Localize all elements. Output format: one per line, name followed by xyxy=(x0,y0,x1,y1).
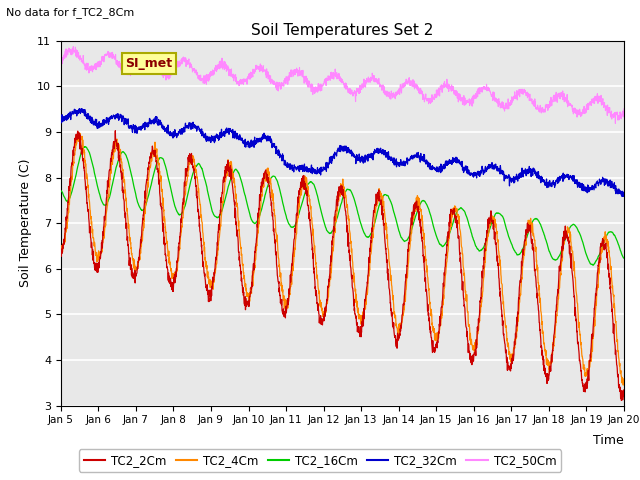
Y-axis label: Soil Temperature (C): Soil Temperature (C) xyxy=(19,159,31,288)
Text: SI_met: SI_met xyxy=(125,57,173,70)
Text: No data for f_TC2_8Cm: No data for f_TC2_8Cm xyxy=(6,7,134,18)
Legend: TC2_2Cm, TC2_4Cm, TC2_16Cm, TC2_32Cm, TC2_50Cm: TC2_2Cm, TC2_4Cm, TC2_16Cm, TC2_32Cm, TC… xyxy=(79,449,561,472)
Title: Soil Temperatures Set 2: Soil Temperatures Set 2 xyxy=(252,23,433,38)
Text: Time: Time xyxy=(593,434,624,447)
